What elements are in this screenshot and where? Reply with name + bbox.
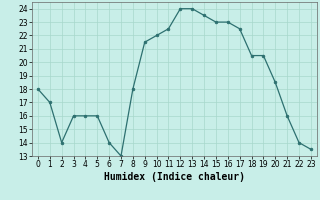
X-axis label: Humidex (Indice chaleur): Humidex (Indice chaleur) (104, 172, 245, 182)
